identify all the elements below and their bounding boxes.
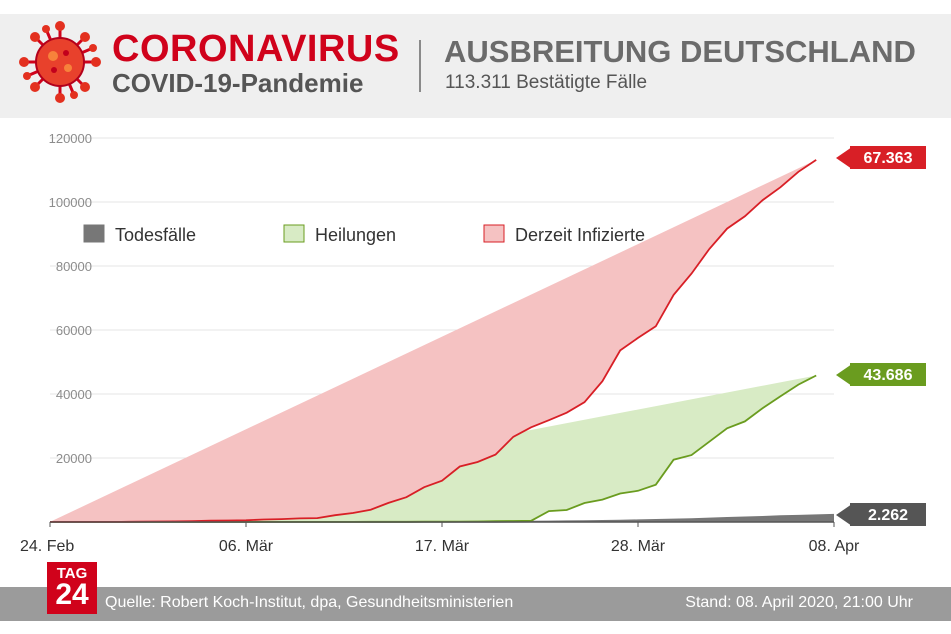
legend-swatch-infected	[483, 224, 505, 243]
legend-label-recovered: Heilungen	[315, 225, 396, 245]
legend-label-deaths: Todesfälle	[115, 225, 196, 245]
x-tick-label: 28. Mär	[611, 538, 666, 555]
area-series	[50, 159, 835, 523]
coronavirus-icon	[19, 21, 101, 103]
legend-swatch-recovered	[283, 224, 305, 243]
end-label-box-recovered	[850, 363, 926, 386]
logo-text-bottom: 24	[55, 578, 89, 611]
y-tick-label: 20000	[56, 451, 92, 466]
end-label-box-infected	[850, 146, 926, 169]
header-bar	[0, 14, 951, 118]
y-tick-label: 40000	[56, 387, 92, 402]
source-text: Quelle: Robert Koch-Institut, dpa, Gesun…	[105, 594, 514, 611]
x-tick-label: 17. Mär	[415, 538, 470, 555]
y-tick-label: 120000	[49, 131, 92, 146]
end-label-pointer-recovered	[836, 364, 852, 386]
tag24-logo: TAG 24	[47, 562, 97, 614]
end-label-deaths: 2.262	[868, 507, 908, 524]
x-tick-label: 24. Feb	[20, 538, 74, 555]
end-label-box-deaths	[850, 503, 926, 526]
timestamp-text: Stand: 08. April 2020, 21:00 Uhr	[685, 594, 913, 611]
x-tick-label: 06. Mär	[219, 538, 274, 555]
logo-text-top: TAG	[56, 565, 88, 582]
x-tick-label: 08. Apr	[809, 538, 860, 555]
header-subtitle: COVID-19-Pandemie	[112, 68, 364, 98]
area-infected	[50, 159, 817, 522]
end-value-labels: 2.262 43.686 67.363	[836, 146, 926, 526]
y-tick-label: 60000	[56, 323, 92, 338]
footer-bar	[0, 587, 951, 621]
y-tick-label: 80000	[56, 259, 92, 274]
end-label-pointer-infected	[836, 147, 852, 169]
header-divider	[419, 40, 421, 92]
header-title: CORONAVIRUS	[112, 28, 400, 70]
end-label-recovered: 43.686	[864, 367, 913, 384]
legend-label-infected: Derzeit Infizierte	[515, 225, 645, 245]
end-label-infected: 67.363	[864, 150, 913, 167]
y-tick-label: 100000	[49, 195, 92, 210]
confirmed-cases-text: 113.311 Bestätigte Fälle	[445, 72, 648, 93]
end-label-pointer-deaths	[836, 504, 852, 526]
legend-swatch-deaths	[83, 224, 105, 243]
y-axis-ticks: 20000 40000 60000 80000 100000 120000	[49, 131, 92, 466]
legend: Todesfälle Heilungen Derzeit Infizierte	[83, 224, 645, 245]
x-axis: 24. Feb 06. Mär 17. Mär 28. Mär 08. Apr	[20, 521, 860, 555]
chart-heading: AUSBREITUNG DEUTSCHLAND	[444, 34, 916, 69]
